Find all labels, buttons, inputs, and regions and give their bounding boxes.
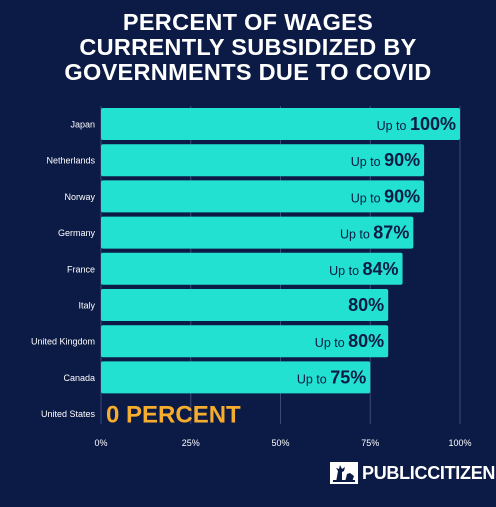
bar-6 — [101, 325, 389, 358]
data-label-6: Up to 80% — [315, 331, 384, 351]
x-tick-label-1: 25% — [182, 438, 200, 448]
data-label-8: 0 PERCENT — [106, 402, 241, 429]
data-label-0: Up to 100% — [377, 114, 456, 134]
chart-title: PERCENT OF WAGES CURRENTLY SUBSIDIZED BY… — [0, 10, 496, 85]
bar-5 — [101, 289, 389, 321]
bar-3 — [101, 216, 414, 249]
title-line-1: PERCENT OF WAGES — [122, 9, 374, 35]
category-label-0: Japan — [70, 120, 95, 130]
bar-1 — [101, 144, 425, 177]
category-label-8: United States — [41, 409, 96, 419]
category-label-6: United Kingdom — [31, 337, 95, 347]
bar-7 — [101, 361, 371, 394]
bar-4 — [101, 252, 403, 285]
bar-2 — [101, 180, 425, 213]
category-label-2: Norway — [64, 192, 95, 202]
category-label-4: France — [67, 264, 95, 274]
bar-0 — [101, 108, 460, 140]
x-tick-label-0: 0% — [94, 438, 107, 448]
x-tick-label-4: 100% — [448, 438, 471, 448]
category-label-3: Germany — [58, 228, 96, 238]
data-label-3: Up to 87% — [340, 223, 409, 243]
x-tick-label-2: 50% — [271, 438, 289, 448]
x-tick-label-3: 75% — [361, 438, 379, 448]
title-line-2: CURRENTLY SUBSIDIZED BY — [79, 34, 417, 60]
category-label-7: Canada — [63, 373, 95, 383]
data-label-5: 80% — [348, 295, 384, 315]
data-label-1: Up to 90% — [351, 150, 420, 170]
logo-text: PUBLICCITIZEN — [362, 462, 496, 483]
public-citizen-logo: PUBLICCITIZEN — [330, 460, 495, 486]
data-label-7: Up to 75% — [297, 367, 366, 387]
statue-of-liberty-icon — [330, 462, 358, 484]
data-label-4: Up to 84% — [329, 259, 398, 279]
category-label-1: Netherlands — [46, 156, 95, 166]
data-label-2: Up to 90% — [351, 186, 420, 206]
category-label-5: Italy — [78, 301, 95, 311]
title-line-3: GOVERNMENTS DUE TO COVID — [64, 59, 432, 85]
